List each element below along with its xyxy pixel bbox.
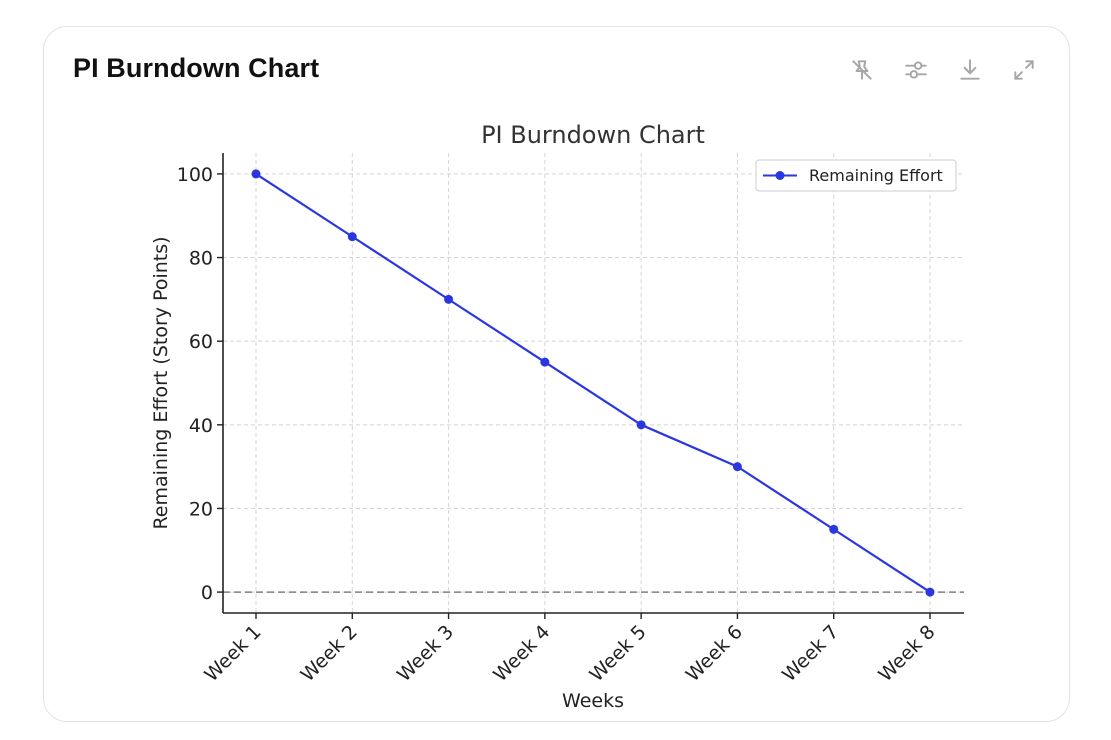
legend-box: [755, 159, 957, 192]
series-line: [255, 172, 931, 594]
pin-toggle-button[interactable]: [845, 55, 879, 85]
x-ticks: Week 1 Week 2 Week 3 Week 4 Week 5 Week 6 Week…: [200, 613, 940, 686]
y-tick-label: 40: [189, 415, 213, 437]
data-point: [251, 169, 261, 179]
legend-label: Remaining Effort: [809, 166, 943, 185]
settings-button[interactable]: [899, 55, 933, 85]
data-point: [347, 232, 357, 242]
y-tick-label: 60: [189, 331, 213, 353]
y-ticks: 0 20 40 60 80 100: [177, 164, 223, 604]
sliders-icon: [905, 61, 927, 79]
y-axis-label: Remaining Effort (Story Points): [150, 236, 172, 529]
x-tick-label: Week 5: [585, 621, 650, 686]
chart-card: PI Burndown Chart: [43, 26, 1070, 722]
series: [251, 169, 935, 597]
y-tick-label: 0: [201, 582, 213, 604]
download-icon: [960, 59, 980, 80]
x-tick-label: Week 2: [297, 621, 362, 686]
legend-marker: [775, 171, 785, 180]
axes: [222, 153, 964, 614]
download-button[interactable]: [953, 55, 987, 85]
x-tick-label: Week 8: [874, 621, 939, 686]
x-tick-label: Week 4: [489, 621, 554, 686]
x-tick-label: Week 7: [778, 621, 843, 686]
chart-toolbar: [845, 55, 1041, 85]
x-axis-label: Weeks: [562, 690, 624, 712]
y-tick-label: 100: [177, 164, 213, 186]
x-tick-label: Week 3: [393, 621, 458, 686]
x-tick-label: Week 6: [682, 621, 747, 686]
y-tick-label: 80: [189, 248, 213, 270]
card-title: PI Burndown Chart: [73, 53, 320, 83]
data-point: [540, 357, 550, 367]
expand-button[interactable]: [1007, 55, 1041, 85]
data-point: [829, 524, 839, 534]
data-point: [925, 587, 935, 597]
data-point: [732, 462, 742, 472]
legend: Remaining Effort: [755, 159, 957, 192]
pin-off-icon: [852, 60, 872, 80]
grid: [223, 153, 964, 613]
x-tick-label: Week 1: [200, 621, 265, 686]
y-tick-label: 20: [189, 498, 213, 520]
data-point: [636, 420, 646, 430]
chart-title: PI Burndown Chart: [481, 121, 705, 149]
data-point: [444, 294, 454, 304]
expand-icon: [1014, 60, 1034, 80]
